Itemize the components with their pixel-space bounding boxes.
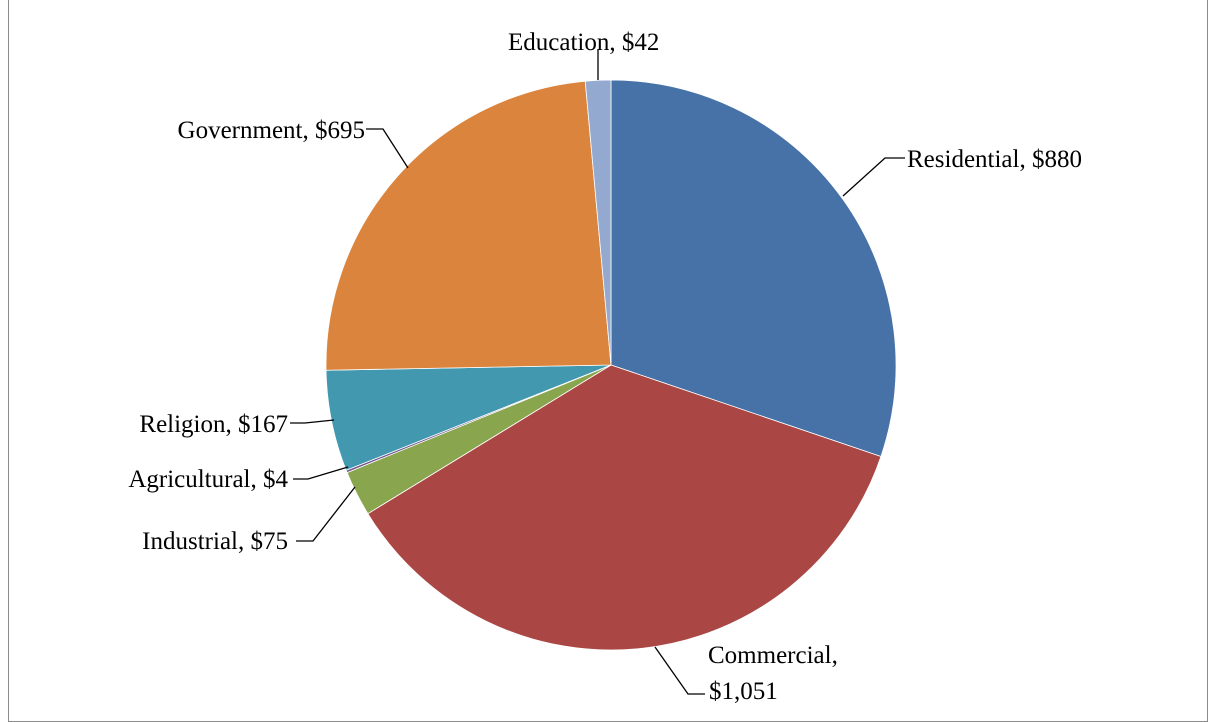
- data-label-government: Government, $695: [178, 117, 365, 144]
- data-label-residential: Residential, $880: [907, 146, 1082, 173]
- data-labels: Residential, $880 Commercial, $1,051 Ind…: [128, 29, 1082, 705]
- data-label-commercial-line1: Commercial,: [708, 642, 838, 669]
- pie-slice-education: [584, 79, 612, 366]
- data-label-education: Education, $42: [508, 29, 659, 56]
- pie-slice-residential: [610, 79, 897, 457]
- leader-lines: [290, 49, 905, 695]
- leader-line-commercial: [654, 646, 705, 695]
- data-label-industrial: Industrial, $75: [142, 528, 288, 555]
- pie-slices: [325, 79, 897, 651]
- leader-line-religion: [290, 419, 335, 424]
- data-label-agricultural: Agricultural, $4: [128, 466, 288, 493]
- leader-line-government: [366, 128, 409, 169]
- leader-line-agricultural: [293, 466, 349, 480]
- leader-line-industrial: [296, 486, 356, 542]
- pie-slice-government: [325, 80, 612, 371]
- pie-slice-commercial: [367, 364, 882, 651]
- leader-line-residential: [842, 157, 905, 197]
- data-label-commercial-line2: $1,051: [709, 678, 778, 705]
- data-label-religion: Religion, $167: [139, 411, 288, 438]
